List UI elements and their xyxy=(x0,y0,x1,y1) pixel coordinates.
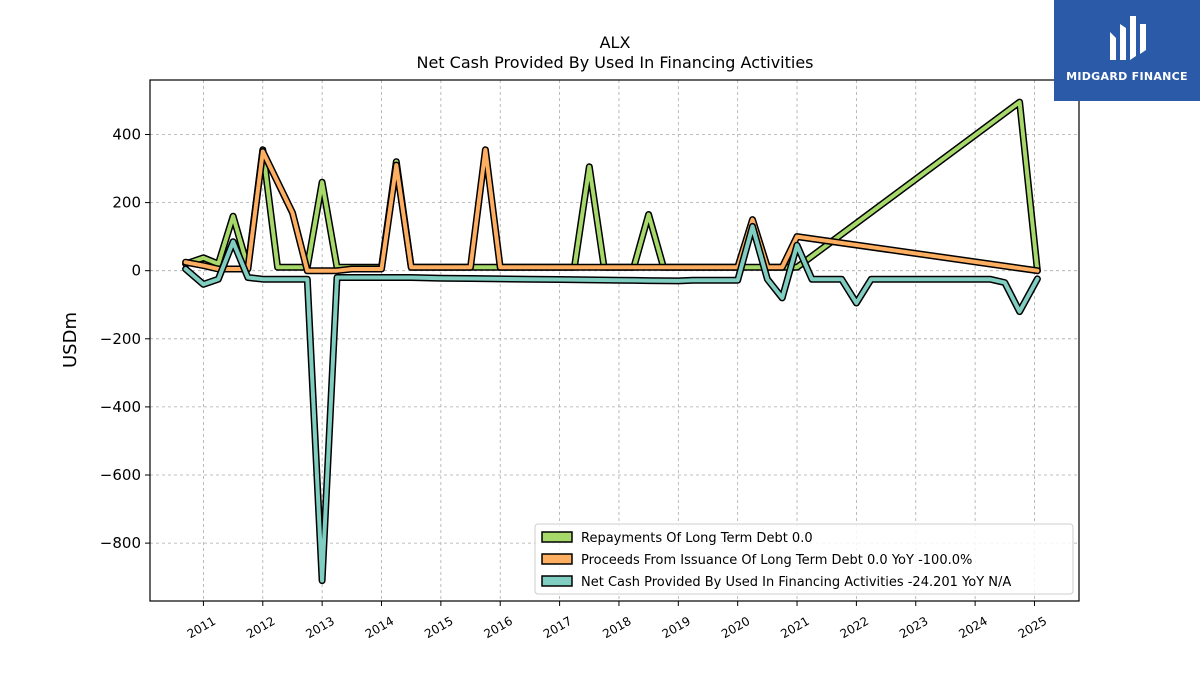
legend-entry: Proceeds From Issuance Of Long Term Debt… xyxy=(581,553,972,568)
brand-name: MIDGARD FINANCE xyxy=(1066,70,1188,83)
chart-subtitle: Net Cash Provided By Used In Financing A… xyxy=(416,53,813,72)
x-axis: 2011 2012 2013 2014 2015 2016 2017 2018 2019 2020… xyxy=(185,601,1049,641)
series-3 xyxy=(182,222,1041,585)
plot-frame xyxy=(149,79,1080,602)
legend-entry: Repayments Of Long Term Debt 0.0 xyxy=(581,531,813,546)
x-tick-label: 2023 xyxy=(897,614,930,641)
x-tick-label: 2021 xyxy=(778,614,811,641)
midgard-logo-icon xyxy=(1110,16,1146,60)
y-tick-label: −800 xyxy=(100,534,141,552)
x-tick-label: 2013 xyxy=(303,614,336,641)
y-axis-label: USDm xyxy=(60,312,81,368)
legend-swatch xyxy=(541,531,573,543)
series-line xyxy=(183,224,1040,583)
x-tick-label: 2024 xyxy=(956,614,989,641)
x-tick-label: 2011 xyxy=(185,614,218,641)
x-tick-label: 2022 xyxy=(838,614,871,641)
y-tick-label: −600 xyxy=(100,466,141,484)
legend-entry: Net Cash Provided By Used In Financing A… xyxy=(581,575,1011,590)
x-tick-label: 2018 xyxy=(600,614,633,641)
y-tick-label: −200 xyxy=(100,330,141,348)
x-tick-label: 2016 xyxy=(482,614,515,641)
legend-frame xyxy=(534,523,1074,595)
x-tick-label: 2020 xyxy=(719,614,752,641)
x-tick-label: 2014 xyxy=(363,614,396,641)
series-line-outline xyxy=(182,98,1041,275)
brand-logo: MIDGARD FINANCE xyxy=(1054,0,1200,101)
legend-swatch xyxy=(541,553,573,565)
x-tick-label: 2025 xyxy=(1016,614,1049,641)
chart-title: ALX xyxy=(600,33,631,52)
x-tick-label: 2012 xyxy=(244,614,277,641)
x-tick-label: 2019 xyxy=(660,614,693,641)
series-group xyxy=(182,98,1041,585)
y-tick-label: −400 xyxy=(100,398,141,416)
legend: Repayments Of Long Term Debt 0.0 Proceeds… xyxy=(534,523,1074,595)
x-tick-label: 2015 xyxy=(422,614,455,641)
y-tick-label: 200 xyxy=(112,194,141,212)
legend-swatch xyxy=(541,575,573,587)
y-tick-label: 0 xyxy=(131,262,141,280)
series-1 xyxy=(182,98,1041,275)
y-tick-label: 400 xyxy=(112,125,141,143)
x-tick-label: 2017 xyxy=(541,614,574,641)
y-axis: 400 200 0 −200 −400 −600 −800 xyxy=(100,125,150,552)
